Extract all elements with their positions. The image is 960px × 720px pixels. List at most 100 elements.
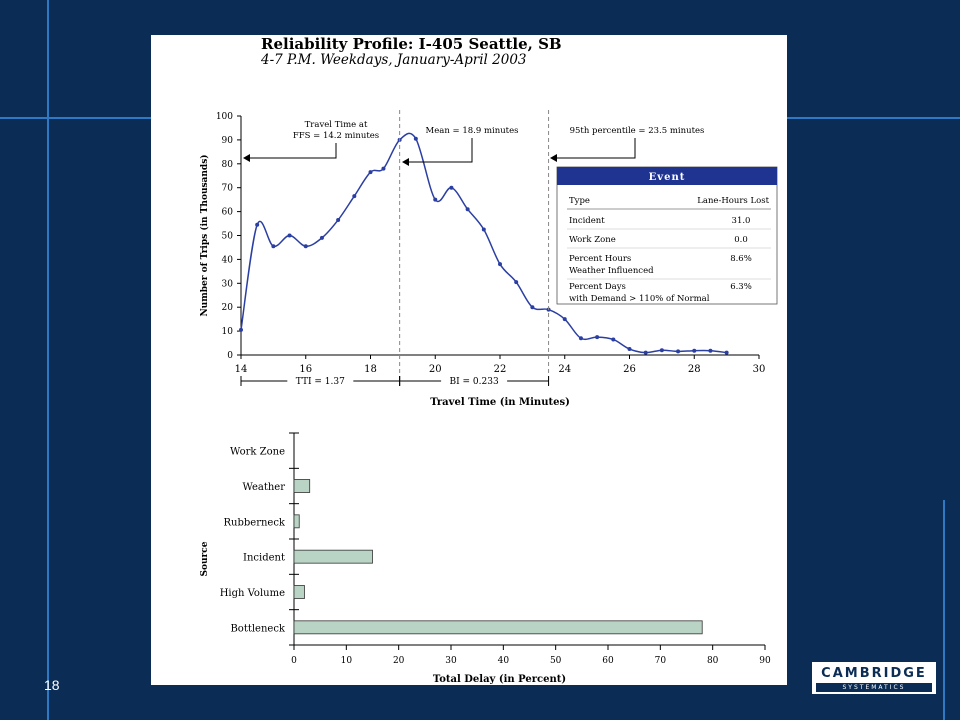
bar-x-tick-label: 70 [655, 656, 667, 666]
x-axis-label: Travel Time (in Minutes) [430, 397, 570, 408]
bar-category-label: Weather [243, 482, 286, 493]
trips-data-point [352, 194, 357, 199]
delay-bar [293, 514, 300, 529]
x-tick-label: 22 [494, 364, 507, 375]
trips-data-point [692, 348, 697, 353]
trips-data-point [449, 185, 454, 190]
bar-x-tick-label: 50 [550, 656, 562, 666]
trips-data-point [481, 227, 486, 232]
trips-data-point [676, 349, 681, 354]
bar-x-tick-label: 40 [498, 656, 510, 666]
trips-data-point [498, 262, 502, 267]
interval-label: TTI = 1.37 [296, 377, 345, 387]
event-row-type: Incident [569, 216, 605, 226]
y-tick-label: 40 [222, 255, 234, 265]
delay-bar [293, 620, 703, 635]
event-row-value: 0.0 [734, 235, 748, 245]
bar-x-tick-label: 60 [602, 656, 614, 666]
x-tick-label: 30 [753, 364, 766, 375]
annotation-ffs-arrowhead [243, 154, 250, 162]
y-tick-label: 20 [222, 303, 234, 313]
bar-category-label: Work Zone [230, 447, 285, 458]
delay-bar-chart: 0 10 20 30 40 50 60 70 80 90 Work Zone Weather Rubbe… [200, 432, 771, 685]
background-right-line [943, 500, 945, 720]
event-row-type: Weather Influenced [569, 266, 654, 276]
trips-data-point [562, 317, 567, 322]
bar-x-tick-label: 80 [707, 656, 719, 666]
bar-x-tick-label: 30 [445, 656, 457, 666]
event-row-value: 31.0 [732, 216, 751, 226]
bar-y-axis-label: Source [200, 541, 210, 576]
annotation-ffs-arrow-line [247, 143, 337, 159]
annotation-ffs-line2: FFS = 14.2 minutes [293, 131, 379, 141]
annotation-mean-arrow-line [407, 138, 473, 163]
annotation-ffs-line1: Travel Time at [305, 120, 368, 130]
y-tick-label: 10 [222, 327, 234, 337]
chart-title: Reliability Profile: I-405 Seattle, SB [261, 35, 562, 53]
annotation-95th-arrow-line [555, 138, 636, 159]
trips-data-point [708, 348, 713, 353]
bar-x-axis-label: Total Delay (in Percent) [433, 674, 566, 685]
bar-category-label: High Volume [220, 588, 285, 599]
annotation-mean-arrowhead [402, 158, 409, 166]
x-tick-label: 24 [558, 364, 571, 375]
event-row-type: Work Zone [569, 235, 616, 245]
trips-data-point [381, 166, 386, 171]
x-tick-label: 26 [623, 364, 636, 375]
event-row-type: Percent Days [569, 282, 626, 292]
trips-data-point [303, 244, 308, 249]
x-tick-label: 14 [235, 364, 248, 375]
annotation-95th-arrowhead [550, 154, 557, 162]
event-table: Event Type Lane-Hours Lost Incident 31.0 Work… [556, 166, 778, 305]
trips-data-point [368, 170, 373, 175]
event-table-header-type: Type [569, 196, 590, 206]
background-vertical-line [47, 0, 49, 720]
event-table-header-bar [557, 167, 777, 185]
delay-bar [293, 479, 311, 493]
trips-data-point [413, 136, 418, 141]
page-number: 18 [44, 677, 60, 693]
event-table-box [556, 166, 778, 305]
trips-data-point [724, 350, 729, 355]
chart-panel: Reliability Profile: I-405 Seattle, SB 4… [151, 35, 787, 685]
trips-data-point [465, 207, 470, 212]
x-tick-label: 16 [299, 364, 312, 375]
interval-label: BI = 0.233 [449, 377, 498, 387]
y-tick-label: 30 [222, 279, 234, 289]
trips-data-point [627, 347, 632, 352]
annotation-95th-percentile: 95th percentile = 23.5 minutes [570, 126, 705, 136]
delay-bar [293, 549, 373, 564]
bar-x-tick-label: 10 [341, 656, 353, 666]
bar-category-label: Incident [243, 553, 285, 564]
trips-data-point [578, 336, 583, 341]
event-row-value: 6.3% [730, 282, 752, 292]
y-axis-label: Number of Trips (in Thousands) [199, 154, 210, 316]
trips-data-point [239, 327, 243, 332]
y-tick-label: 100 [216, 112, 233, 122]
trips-data-point [319, 235, 324, 240]
trips-data-point [336, 217, 341, 222]
trips-data-point [595, 335, 600, 340]
bar-x-tick-label: 20 [393, 656, 405, 666]
y-tick-label: 70 [222, 184, 234, 194]
delay-bar [293, 585, 305, 599]
event-row-type: with Demand > 110% of Normal [569, 294, 710, 304]
company-logo: CAMBRIDGE SYSTEMATICS [812, 662, 936, 694]
trips-data-point [271, 244, 276, 249]
event-table-header-value: Lane-Hours Lost [697, 196, 769, 206]
event-table-title: Event [649, 172, 686, 183]
trips-data-point [514, 280, 519, 285]
trips-data-point [255, 222, 260, 227]
bar-category-label: Bottleneck [230, 623, 285, 634]
y-tick-label: 80 [222, 160, 234, 170]
x-tick-label: 20 [429, 364, 442, 375]
event-row-type: Percent Hours [569, 254, 631, 264]
y-tick-label: 60 [222, 208, 234, 218]
trips-data-point [611, 337, 616, 342]
bar-x-tick-label: 90 [759, 656, 771, 666]
trips-data-point [287, 233, 292, 238]
trips-data-point [659, 348, 664, 353]
chart-subtitle: 4-7 P.M. Weekdays, January-April 2003 [261, 52, 527, 68]
event-row-value: 8.6% [730, 254, 752, 264]
x-tick-label: 18 [364, 364, 377, 375]
